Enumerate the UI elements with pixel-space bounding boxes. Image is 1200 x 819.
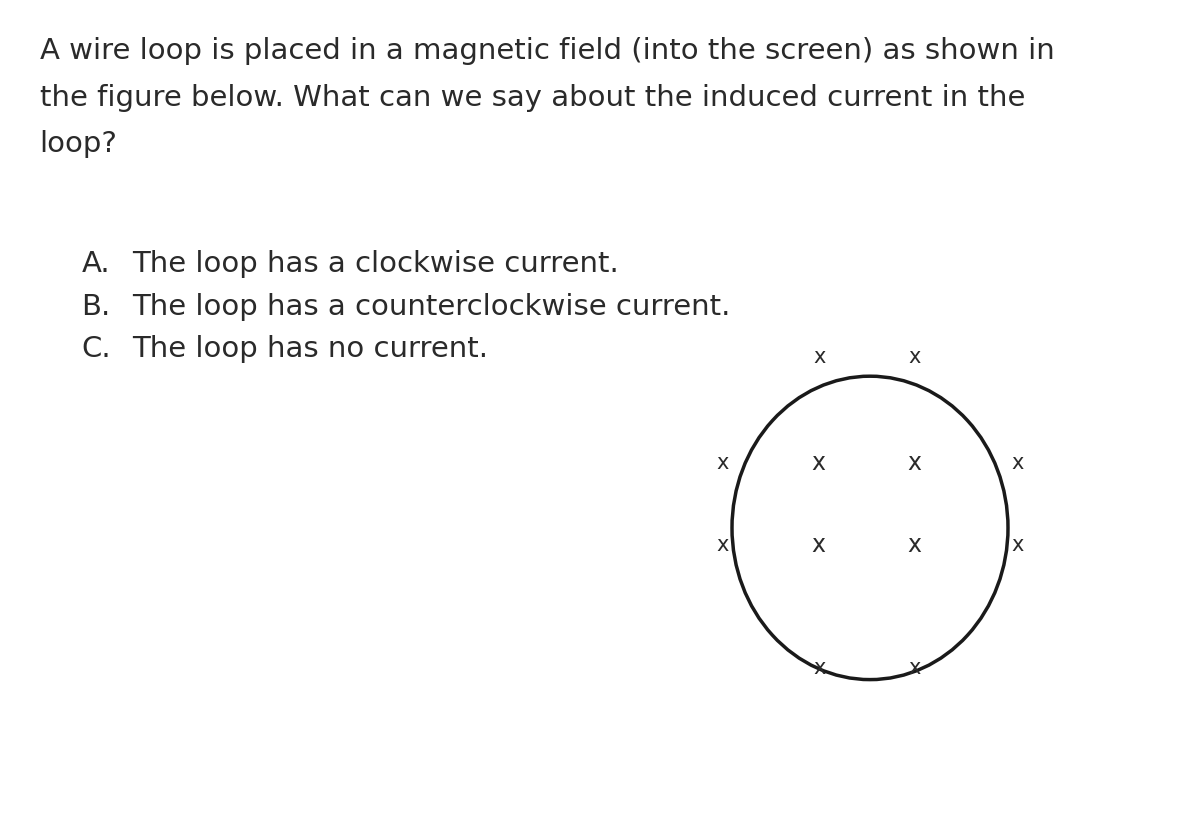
Text: x: x	[814, 346, 826, 366]
Text: The loop has no current.: The loop has no current.	[132, 335, 488, 363]
Text: x: x	[1012, 453, 1024, 473]
Text: x: x	[908, 346, 920, 366]
Text: x: x	[716, 453, 728, 473]
Text: x: x	[811, 450, 826, 475]
Text: C.: C.	[82, 335, 112, 363]
Text: the figure below. What can we say about the induced current in the: the figure below. What can we say about …	[40, 84, 1025, 111]
Text: x: x	[908, 658, 920, 677]
Text: loop?: loop?	[40, 130, 118, 158]
Text: The loop has a counterclockwise current.: The loop has a counterclockwise current.	[132, 292, 731, 320]
Text: x: x	[907, 532, 922, 557]
Text: B.: B.	[82, 292, 110, 320]
Text: The loop has a clockwise current.: The loop has a clockwise current.	[132, 250, 619, 278]
Text: x: x	[1012, 535, 1024, 554]
Text: x: x	[811, 532, 826, 557]
Text: x: x	[716, 535, 728, 554]
Text: x: x	[814, 658, 826, 677]
Text: A.: A.	[82, 250, 110, 278]
Text: x: x	[907, 450, 922, 475]
Text: A wire loop is placed in a magnetic field (into the screen) as shown in: A wire loop is placed in a magnetic fiel…	[40, 37, 1055, 65]
